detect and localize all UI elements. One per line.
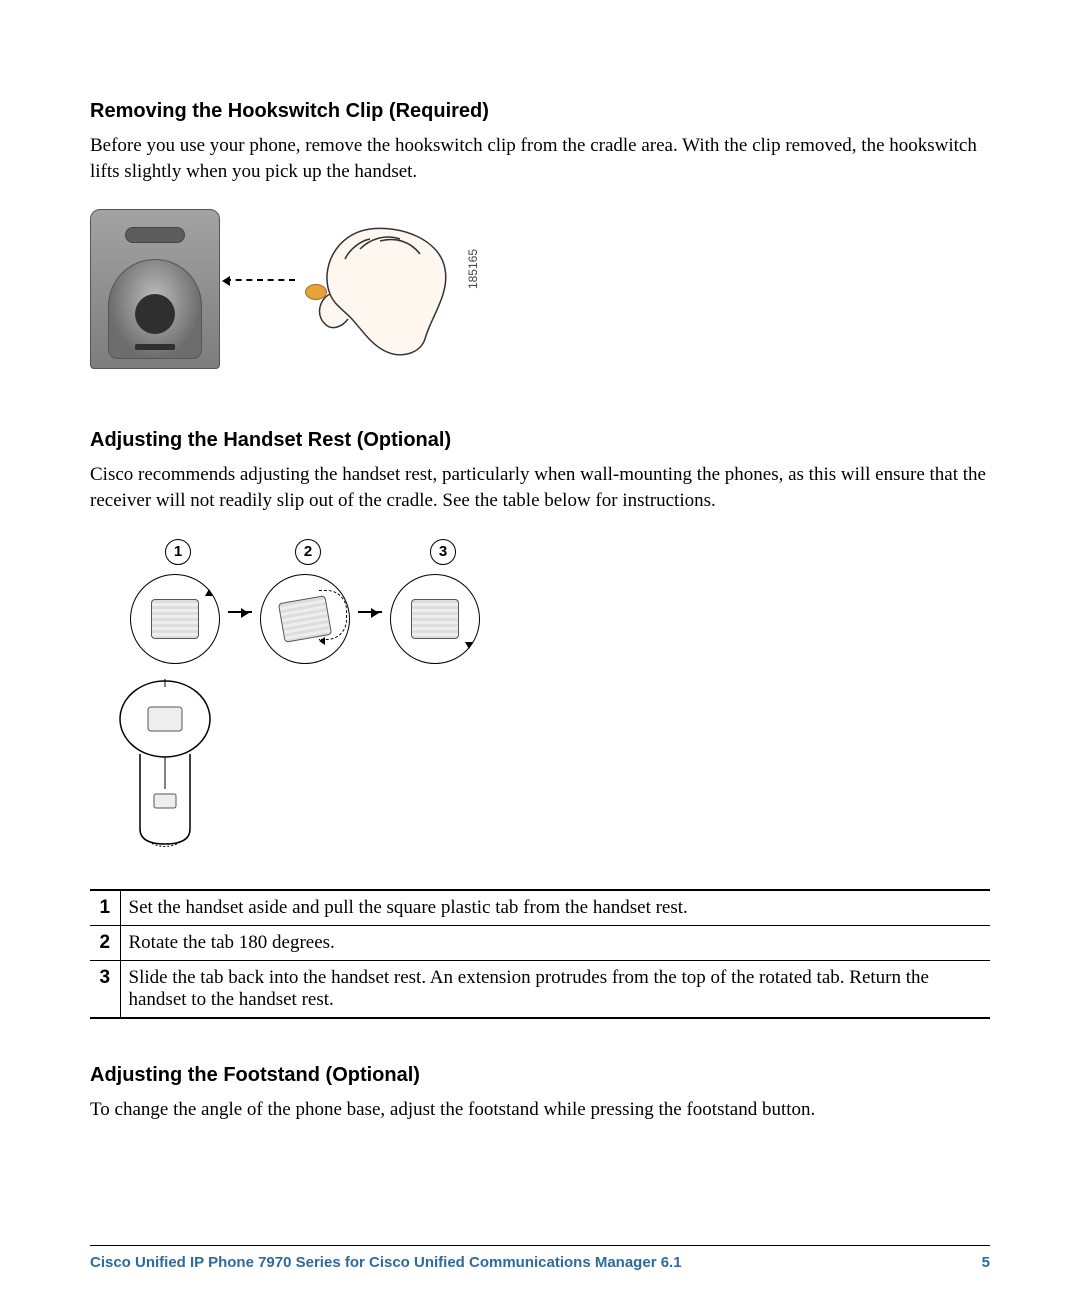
footer-title: Cisco Unified IP Phone 7970 Series for C… [90, 1254, 682, 1271]
rotate-arrow-icon [319, 590, 347, 640]
phone-outline-icon [110, 679, 220, 849]
figure2-container: 1 2 3 [110, 539, 480, 849]
figure-hookswitch: 185165 [90, 209, 990, 389]
section2-heading: Adjusting the Handset Rest (Optional) [90, 429, 990, 452]
section3-body: To change the angle of the phone base, a… [90, 1097, 990, 1123]
step-text: Set the handset aside and pull the squar… [120, 890, 990, 926]
arrow-right-icon [228, 611, 252, 613]
step-label-2: 2 [295, 539, 321, 565]
cradle-button [135, 294, 175, 334]
step-label-3: 3 [430, 539, 456, 565]
step-text: Slide the tab back into the handset rest… [120, 960, 990, 1018]
section1-heading: Removing the Hookswitch Clip (Required) [90, 100, 990, 123]
section2-body: Cisco recommends adjusting the handset r… [90, 462, 990, 513]
figure-handset-rest: 1 2 3 [90, 539, 990, 849]
arrow-down-icon [465, 642, 473, 653]
page-footer: Cisco Unified IP Phone 7970 Series for C… [90, 1245, 990, 1271]
step2-circle [260, 574, 350, 664]
cradle-illustration [90, 209, 220, 369]
rest-shape-3 [411, 599, 459, 639]
arrow-right-icon-2 [358, 611, 382, 613]
table-row: 3 Slide the tab back into the handset re… [90, 960, 990, 1018]
step-num: 3 [90, 960, 120, 1018]
dashed-arrow-icon [225, 279, 295, 281]
step3-circle [390, 574, 480, 664]
handset-steps-table: 1 Set the handset aside and pull the squ… [90, 889, 990, 1019]
figure1-id: 185165 [466, 249, 480, 289]
step-num: 2 [90, 925, 120, 960]
cradle-line [135, 344, 175, 350]
step-num: 1 [90, 890, 120, 926]
table-row: 2 Rotate the tab 180 degrees. [90, 925, 990, 960]
rest-shape-1 [151, 599, 199, 639]
step-text: Rotate the tab 180 degrees. [120, 925, 990, 960]
figure1-container: 185165 [90, 209, 470, 389]
section1-body: Before you use your phone, remove the ho… [90, 133, 990, 184]
cradle-slot [125, 227, 185, 243]
section3-heading: Adjusting the Footstand (Optional) [90, 1064, 990, 1087]
arrow-up-icon [205, 585, 213, 596]
table-row: 1 Set the handset aside and pull the squ… [90, 890, 990, 926]
page-number: 5 [982, 1254, 990, 1271]
step-label-1: 1 [165, 539, 191, 565]
step1-circle [130, 574, 220, 664]
